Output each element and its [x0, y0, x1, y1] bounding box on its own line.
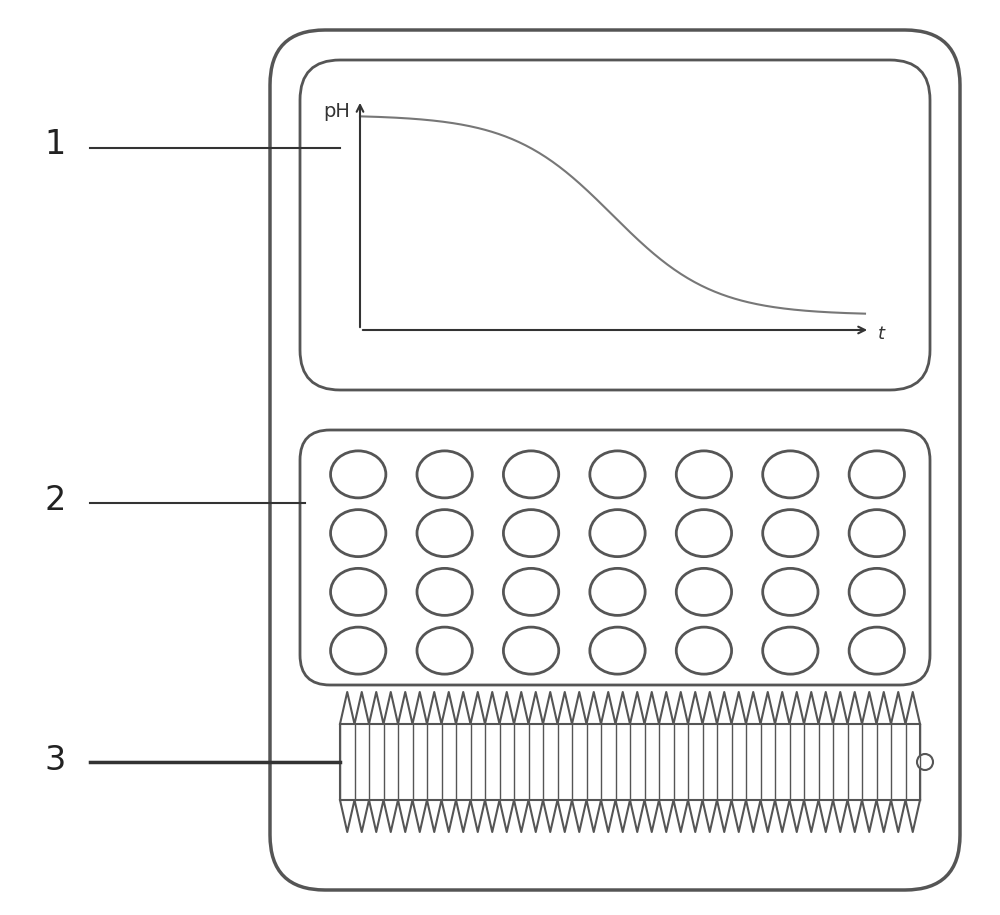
Ellipse shape	[676, 510, 732, 556]
Ellipse shape	[331, 568, 386, 616]
FancyBboxPatch shape	[270, 30, 960, 890]
Bar	[340, 724, 920, 800]
Text: 2: 2	[44, 483, 66, 516]
Ellipse shape	[763, 451, 818, 498]
Text: pH: pH	[323, 102, 350, 121]
Text: 3: 3	[44, 744, 66, 777]
Ellipse shape	[763, 627, 818, 674]
Text: 1: 1	[44, 128, 66, 162]
Ellipse shape	[590, 451, 645, 498]
Ellipse shape	[503, 451, 559, 498]
FancyBboxPatch shape	[300, 60, 930, 390]
Ellipse shape	[417, 568, 472, 616]
Ellipse shape	[676, 451, 732, 498]
Text: t: t	[878, 325, 885, 343]
Ellipse shape	[590, 510, 645, 556]
Ellipse shape	[417, 627, 472, 674]
Ellipse shape	[331, 510, 386, 556]
Ellipse shape	[417, 451, 472, 498]
Ellipse shape	[331, 627, 386, 674]
Ellipse shape	[503, 627, 559, 674]
Ellipse shape	[503, 568, 559, 616]
Ellipse shape	[849, 568, 904, 616]
Ellipse shape	[503, 510, 559, 556]
Ellipse shape	[849, 627, 904, 674]
Ellipse shape	[331, 451, 386, 498]
Ellipse shape	[676, 568, 732, 616]
Ellipse shape	[590, 568, 645, 616]
Ellipse shape	[763, 510, 818, 556]
Ellipse shape	[763, 568, 818, 616]
Ellipse shape	[849, 451, 904, 498]
FancyBboxPatch shape	[300, 430, 930, 685]
Circle shape	[917, 754, 933, 770]
Ellipse shape	[590, 627, 645, 674]
Ellipse shape	[849, 510, 904, 556]
Ellipse shape	[676, 627, 732, 674]
Ellipse shape	[417, 510, 472, 556]
